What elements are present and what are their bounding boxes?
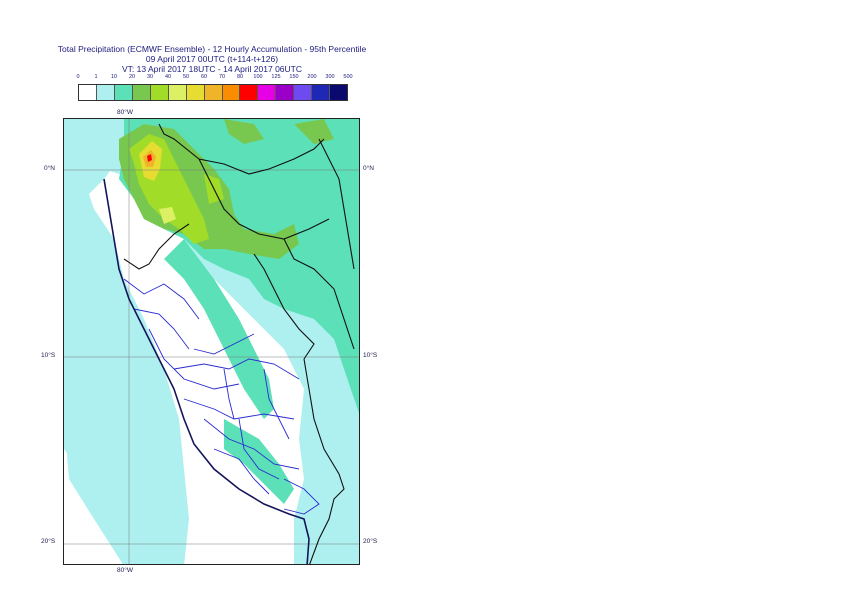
legend-tick: 0 bbox=[76, 74, 80, 80]
admin-boundaries bbox=[123, 278, 320, 515]
legend-swatch bbox=[204, 85, 223, 100]
legend-tick: 10 bbox=[110, 74, 118, 80]
legend-swatch bbox=[330, 85, 348, 100]
lat-label-right: 20°S bbox=[363, 538, 378, 545]
legend-tick: 1 bbox=[94, 74, 98, 80]
legend-tick: 125 bbox=[271, 74, 281, 80]
color-scale-legend bbox=[78, 84, 348, 101]
legend-tick: 20 bbox=[128, 74, 136, 80]
precipitation-map bbox=[63, 118, 360, 565]
legend-swatch bbox=[132, 85, 151, 100]
legend-tick: 80 bbox=[236, 74, 244, 80]
legend-swatch bbox=[258, 85, 277, 100]
legend-swatch bbox=[96, 85, 115, 100]
lat-label-right: 0°N bbox=[363, 165, 374, 172]
legend-swatch bbox=[294, 85, 313, 100]
legend-swatch bbox=[79, 85, 97, 100]
legend-swatch bbox=[240, 85, 259, 100]
legend-swatch bbox=[186, 85, 205, 100]
legend-swatch bbox=[150, 85, 169, 100]
legend-tick: 150 bbox=[289, 74, 299, 80]
legend-swatch bbox=[222, 85, 241, 100]
map-title: Total Precipitation (ECMWF Ensemble) - 1… bbox=[57, 44, 367, 54]
legend-swatch bbox=[168, 85, 187, 100]
precip-80-100-area bbox=[147, 154, 152, 162]
lat-label-left: 10°S bbox=[41, 352, 56, 359]
legend-tick: 40 bbox=[164, 74, 172, 80]
legend-tick: 50 bbox=[182, 74, 190, 80]
lat-label-left: 0°N bbox=[44, 165, 55, 172]
legend-swatch bbox=[276, 85, 295, 100]
legend-tick: 500 bbox=[343, 74, 353, 80]
lat-label-right: 10°S bbox=[363, 352, 378, 359]
legend-swatch bbox=[114, 85, 133, 100]
legend-tick: 70 bbox=[218, 74, 226, 80]
legend-tick: 200 bbox=[307, 74, 317, 80]
legend-ticks: 0 1 10 20 30 40 50 60 70 80 100 125 150 … bbox=[0, 74, 842, 84]
map-canvas bbox=[64, 119, 359, 564]
lon-label-bottom: 80°W bbox=[117, 567, 133, 574]
legend-tick: 300 bbox=[325, 74, 335, 80]
base-time: 09 April 2017 00UTC (t+114-t+126) bbox=[145, 54, 279, 64]
lon-label-top: 80°W bbox=[117, 109, 133, 116]
legend-swatch bbox=[312, 85, 331, 100]
legend-tick: 60 bbox=[200, 74, 208, 80]
graticule bbox=[64, 119, 359, 564]
coastline bbox=[103, 178, 310, 564]
valid-time: VT: 13 April 2017 18UTC - 14 April 2017 … bbox=[121, 64, 302, 74]
lat-label-left: 20°S bbox=[41, 538, 56, 545]
legend-tick: 100 bbox=[253, 74, 263, 80]
legend-tick: 30 bbox=[146, 74, 154, 80]
country-borders bbox=[123, 123, 355, 564]
